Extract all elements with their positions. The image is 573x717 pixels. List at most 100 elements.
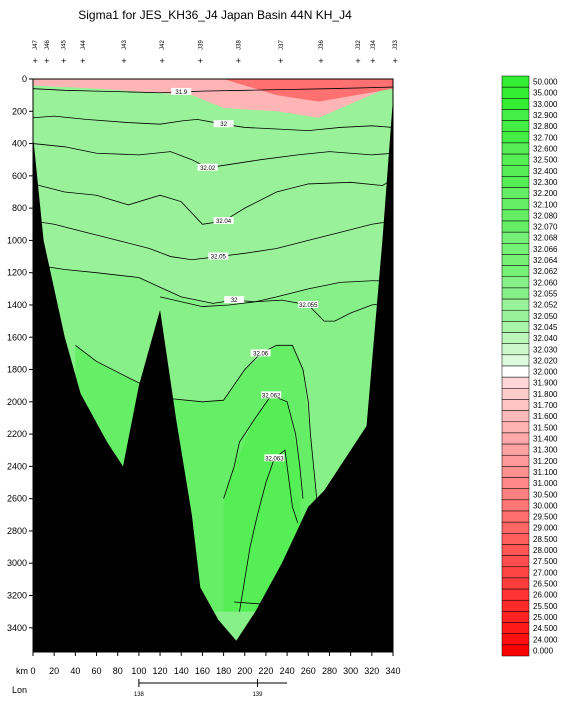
legend-level: 31.900 (533, 379, 558, 388)
legend-swatch (501, 98, 530, 110)
station-marker: + (61, 56, 66, 66)
x-tick-label: 220 (258, 666, 273, 676)
contour-label-bg (171, 87, 192, 95)
x-tick-label: 80 (113, 666, 123, 676)
legend-level: 24.000 (533, 635, 558, 644)
y-tick-label: 800 (12, 203, 27, 213)
x-tick-label: 0 (30, 666, 35, 676)
contour-line (159, 296, 394, 322)
legend-swatch (501, 466, 530, 478)
legend-level: 28.500 (533, 535, 558, 544)
fill-band-deepest (223, 395, 303, 612)
legend-swatch (501, 265, 530, 278)
station-label: J39 (198, 40, 204, 50)
y-tick-label: 3200 (7, 591, 27, 601)
y-tick-label: 0 (22, 74, 27, 84)
x-tick-label: 180 (216, 666, 231, 676)
legend-swatch (501, 153, 530, 166)
legend-level: 32.200 (533, 189, 558, 198)
legend-swatch (501, 388, 530, 400)
legend-swatch (501, 499, 530, 512)
legend-level: 32.900 (533, 111, 558, 120)
station-label: J36 (319, 40, 325, 50)
legend-swatch (501, 254, 530, 266)
legend-level: 32.080 (533, 211, 558, 220)
lon-axis-title: Lon (12, 685, 27, 695)
y-tick-label: 200 (12, 106, 27, 116)
x-unit-label: km (16, 666, 28, 676)
contour-line (239, 449, 299, 612)
legend-swatch (501, 399, 530, 411)
y-tick-label: 1200 (7, 268, 27, 278)
legend-swatch (501, 309, 530, 322)
legend-swatch (501, 231, 530, 244)
y-tick-label: 2800 (7, 526, 27, 536)
legend-level: 30.000 (533, 501, 558, 510)
contour-label-bg (264, 454, 285, 462)
x-tick-label: 280 (322, 666, 337, 676)
station-marker: + (355, 56, 360, 66)
x-tick-label: 20 (49, 666, 59, 676)
contour-label-bg (197, 163, 218, 171)
legend-swatch (501, 131, 530, 144)
station-label: J45 (62, 40, 68, 50)
station-marker: + (392, 56, 397, 66)
legend-swatch (501, 477, 530, 489)
legend-level: 32.600 (533, 145, 558, 154)
station-marker: + (278, 56, 283, 66)
lon-tick-label: 139 (252, 692, 263, 698)
station-marker: + (318, 56, 323, 66)
legend-level: 31.000 (533, 479, 558, 488)
legend-level: 32.040 (533, 334, 558, 343)
legend-level: 32.045 (533, 323, 558, 332)
legend-level: 32.030 (533, 345, 558, 354)
contour-label: 32.02 (200, 166, 216, 172)
legend-level: 26.500 (533, 580, 558, 589)
legend-level: 32.064 (533, 256, 558, 265)
station-marker: + (236, 56, 241, 66)
chart-title: Sigma1 for JES_KH36_J4 Japan Basin 44N K… (78, 8, 352, 22)
contour-line (32, 178, 394, 225)
legend-level: 32.070 (533, 223, 558, 232)
station-label: J38 (236, 40, 242, 50)
y-tick-label: 2600 (7, 494, 27, 504)
x-tick-label: 340 (385, 666, 400, 676)
legend-swatch (501, 164, 530, 177)
y-tick-label: 2400 (7, 461, 27, 471)
y-tick-label: 2200 (7, 429, 27, 439)
contour-label: 32.05 (211, 255, 227, 261)
legend-level: 25.000 (533, 613, 558, 622)
legend-level: 32.062 (533, 267, 558, 276)
legend-swatch (501, 176, 530, 188)
legend-level: 26.000 (533, 591, 558, 600)
station-marker: + (44, 56, 49, 66)
x-tick-label: 160 (195, 666, 210, 676)
bathymetry-layer (33, 98, 393, 652)
contour-label: 32.063 (265, 456, 284, 462)
x-tick-label: 120 (153, 666, 168, 676)
contour-label: 32.04 (216, 219, 232, 225)
legend-level: 32.050 (533, 312, 558, 321)
legend-swatch (501, 588, 530, 601)
legend-level: 32.020 (533, 356, 558, 365)
fill-band-hot (223, 79, 393, 102)
legend-swatch (501, 187, 530, 199)
legend-level: 31.100 (533, 468, 558, 477)
legend-swatch (501, 321, 530, 333)
x-tick-label: 320 (364, 666, 379, 676)
contour-label-bg (261, 391, 282, 399)
y-tick-label: 1000 (7, 235, 27, 245)
x-tick-label: 240 (280, 666, 295, 676)
legend-level: 32.700 (533, 133, 558, 142)
y-tick-label: 3000 (7, 558, 27, 568)
legend-swatch (501, 622, 530, 634)
axes-layer: 0200400600800100012001400160018002000220… (7, 74, 401, 698)
plot-frame (32, 78, 394, 653)
legend-level: 31.800 (533, 390, 558, 399)
contour-label: 31.9 (175, 90, 187, 96)
y-tick-label: 1800 (7, 365, 27, 375)
legend-swatch (501, 354, 530, 367)
legend-swatch (501, 220, 530, 233)
legend-swatch (501, 86, 530, 99)
